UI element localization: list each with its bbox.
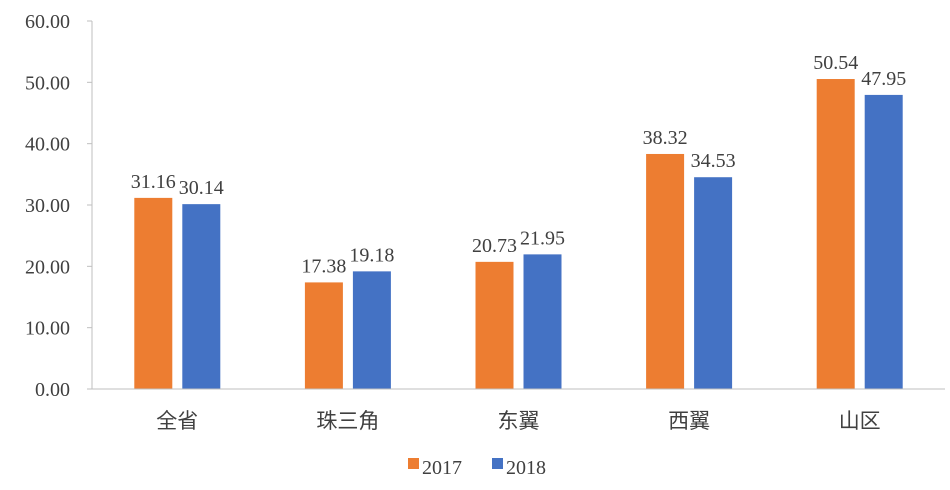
y-tick-label: 40.00 xyxy=(25,134,70,156)
y-tick-label: 10.00 xyxy=(25,318,70,340)
bar-2018 xyxy=(864,94,903,389)
y-tick-label: 0.00 xyxy=(35,379,70,401)
legend-swatch-2018 xyxy=(492,458,503,469)
x-category-label: 珠三角 xyxy=(316,409,379,433)
bar-2018 xyxy=(694,177,733,389)
bar-2017 xyxy=(304,282,343,389)
bars xyxy=(134,79,903,389)
x-category-label: 西翼 xyxy=(668,409,710,433)
data-label-2018: 21.95 xyxy=(520,227,565,249)
x-category-label: 东翼 xyxy=(498,409,540,433)
y-tick-label: 30.00 xyxy=(25,195,70,217)
data-label-2018: 47.95 xyxy=(861,68,906,90)
legend: 2017 2018 xyxy=(408,457,546,479)
data-label-2017: 17.38 xyxy=(301,255,346,277)
bar-2017 xyxy=(475,261,514,389)
data-label-2017: 20.73 xyxy=(472,235,517,257)
legend-label: 2017 xyxy=(422,457,462,479)
x-category-label: 全省 xyxy=(156,409,198,433)
y-tick-label: 60.00 xyxy=(25,11,70,33)
data-label-2017: 38.32 xyxy=(643,127,688,149)
data-label-2018: 34.53 xyxy=(691,150,736,172)
bar-2017 xyxy=(646,153,685,389)
legend-label: 2018 xyxy=(506,457,546,479)
bar-2018 xyxy=(523,254,562,389)
x-category-label: 山区 xyxy=(839,409,881,433)
bar-2017 xyxy=(134,197,173,389)
y-tick-label: 20.00 xyxy=(25,256,70,278)
data-label-2017: 50.54 xyxy=(813,52,858,74)
bar-2017 xyxy=(816,79,855,389)
x-axis: 全省 珠三角 东翼 西翼 山区 xyxy=(92,388,945,433)
bar-2018 xyxy=(352,271,391,389)
data-label-2017: 31.16 xyxy=(131,171,176,193)
y-axis: 0.00 10.00 20.00 30.00 40.00 50.00 60.00 xyxy=(25,11,93,401)
data-label-2018: 19.18 xyxy=(349,244,394,266)
bar-2018 xyxy=(182,204,221,389)
data-label-2018: 30.14 xyxy=(179,177,224,199)
y-tick-label: 50.00 xyxy=(25,72,70,94)
legend-swatch-2017 xyxy=(408,458,419,469)
